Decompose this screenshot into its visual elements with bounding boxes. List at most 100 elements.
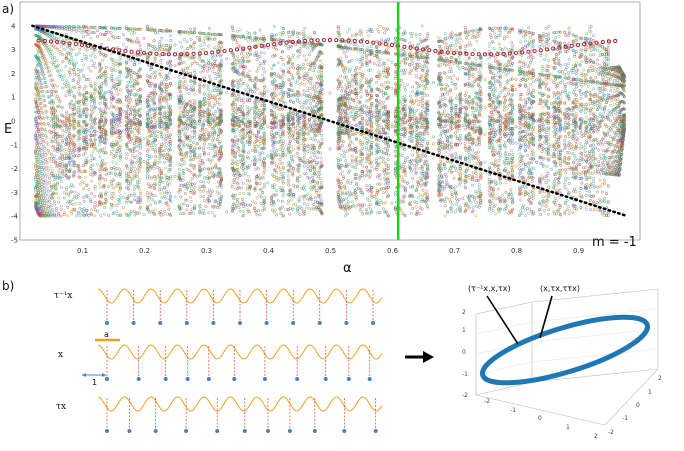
spectrum-point: [586, 108, 590, 112]
spectrum-point: [508, 153, 511, 157]
spectrum-point: [107, 38, 111, 42]
spectrum-point: [101, 176, 105, 180]
spectrum-point: [146, 199, 150, 203]
x-ticks: 0.1 0.2 0.3 0.4 0.5 0.6 0.7 0.8 0.9: [77, 247, 584, 255]
spectrum-point: [116, 36, 120, 39]
spectrum-point: [615, 90, 619, 94]
spectrum-point: [607, 96, 611, 100]
spectrum-point: [185, 198, 189, 202]
spectrum-point: [215, 185, 219, 189]
spectrum-point: [159, 62, 163, 66]
spectrum-point: [605, 169, 609, 173]
spectrum-point: [441, 62, 445, 66]
spectrum-point: [610, 98, 614, 102]
spectrum-point: [45, 90, 49, 94]
spectrum-point: [592, 157, 596, 161]
spectrum-point: [328, 147, 332, 151]
spectrum-point: [235, 71, 239, 74]
spectrum-point: [356, 159, 360, 163]
spectrum-point: [597, 72, 601, 76]
spectrum-point: [46, 168, 50, 172]
spectrum-point: [280, 77, 284, 81]
spectrum-point: [92, 157, 96, 160]
spectrum-point: [288, 212, 292, 216]
spectrum-point: [586, 154, 590, 158]
spectrum-point: [121, 42, 125, 46]
spectrum-point: [261, 151, 265, 155]
spectrum-point: [156, 135, 160, 139]
spectrum-point: [602, 111, 605, 115]
spectrum-point: [83, 131, 87, 135]
spectrum-point: [477, 143, 481, 146]
spectrum-point: [447, 147, 451, 151]
spectrum-point: [235, 204, 239, 208]
spectrum-point: [107, 213, 111, 217]
spectrum-point: [49, 213, 53, 217]
spectrum-point: [248, 179, 252, 183]
spectrum-point: [454, 48, 458, 52]
spectrum-point: [475, 39, 479, 43]
spectrum-point: [489, 35, 493, 39]
spectrum-point: [62, 82, 66, 86]
spectrum-point: [271, 208, 275, 212]
spectrum-point: [475, 161, 479, 165]
spectrum-point: [237, 206, 241, 210]
spectrum-point: [192, 46, 196, 50]
spectrum-point: [475, 179, 479, 182]
spectrum-point: [49, 188, 53, 192]
spectrum-point: [584, 207, 588, 211]
spectrum-point: [365, 197, 369, 201]
spectrum-point: [452, 62, 456, 66]
spectrum-point: [302, 92, 306, 96]
spectrum-point: [83, 175, 87, 179]
spectrum-point: [80, 211, 84, 215]
spectrum-point: [87, 187, 91, 191]
panel-a-label: a): [2, 2, 14, 16]
spectrum-point: [442, 186, 446, 190]
spectrum-point: [454, 169, 458, 173]
spectrum-point: [584, 204, 588, 208]
spectrum-point: [90, 192, 93, 195]
spectrum-point: [520, 65, 524, 69]
spectrum-point: [473, 195, 477, 199]
spectrum-point: [266, 89, 270, 93]
spectrum-point: [134, 99, 138, 103]
spectrum-point: [492, 47, 496, 51]
spectrum-point: [565, 66, 569, 69]
spectrum-point: [442, 164, 446, 168]
spectrum-point: [609, 119, 612, 123]
spectrum-point: [609, 103, 612, 107]
spectrum-point: [66, 214, 70, 218]
spectrum-point: [514, 78, 518, 81]
spectrum-point: [564, 33, 568, 37]
spectrum-point: [173, 195, 177, 199]
spectrum-point: [610, 140, 614, 144]
spectrum-point: [266, 181, 270, 185]
spectrum-point: [350, 58, 354, 62]
spectrum-point: [441, 140, 445, 144]
spectrum-point: [59, 45, 63, 48]
spectrum-point: [306, 167, 310, 171]
spectrum-point: [384, 187, 388, 191]
spectrum-point: [77, 168, 81, 172]
spectrum-point: [159, 209, 163, 213]
spectrum-point: [207, 211, 211, 215]
spectrum-point: [181, 176, 185, 180]
spectrum-point: [45, 85, 49, 89]
spectrum-point: [225, 210, 229, 214]
spectrum-point: [549, 144, 553, 148]
spectrum-point: [592, 163, 596, 166]
spectrum-point: [367, 34, 371, 38]
spectrum-point: [107, 171, 111, 175]
spectrum-point: [44, 153, 48, 157]
spectrum-point: [91, 157, 95, 161]
spectrum-point: [569, 166, 573, 170]
spectrum-point: [46, 193, 50, 197]
energy-spectrum-scatter: [34, 24, 626, 218]
spectrum-point: [569, 143, 573, 147]
spectrum-point: [212, 66, 216, 70]
spectrum-point: [82, 87, 86, 91]
spectrum-point: [179, 40, 183, 44]
spectrum-point: [72, 28, 76, 32]
spectrum-point: [349, 88, 353, 92]
